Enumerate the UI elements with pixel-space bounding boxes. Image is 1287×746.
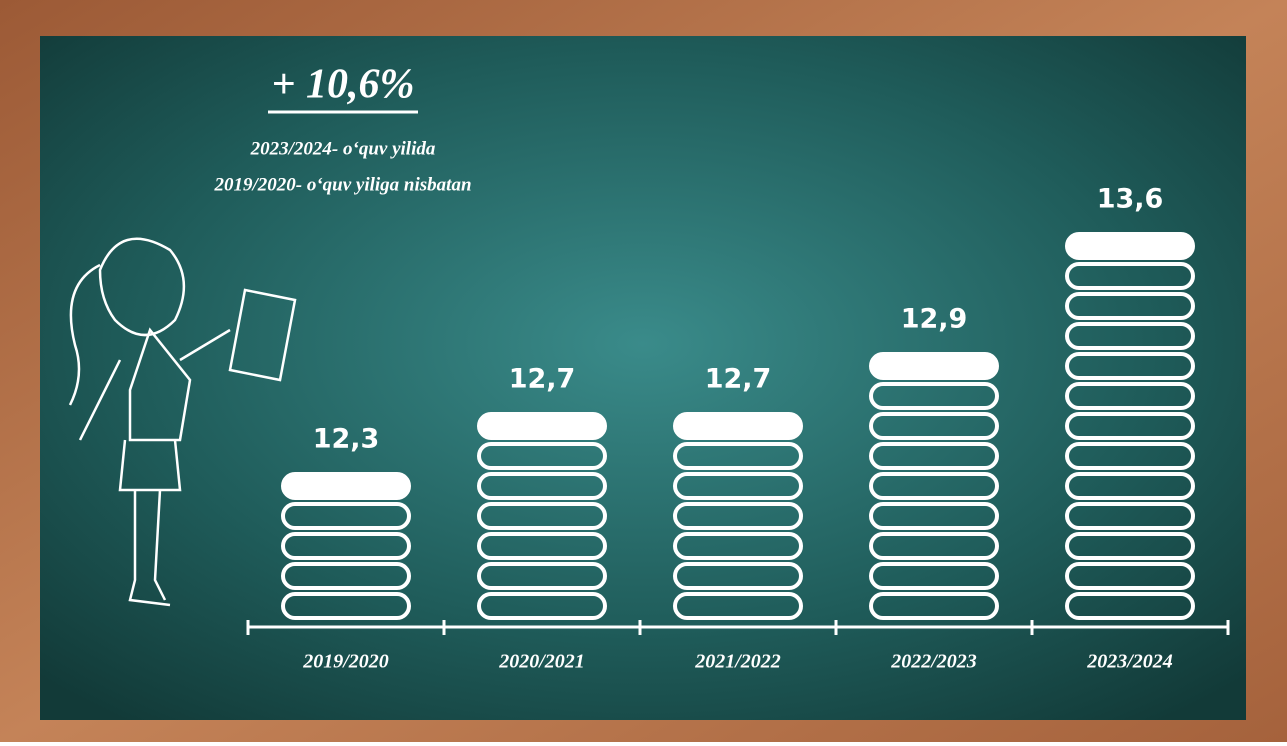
- bar-cap: [477, 412, 607, 440]
- bar-segment: [281, 502, 411, 530]
- bar-segment: [673, 562, 803, 590]
- bar-segment: [477, 532, 607, 560]
- bar-segment: [1065, 472, 1195, 500]
- value-label: 12,9: [901, 304, 968, 335]
- value-label: 12,7: [509, 364, 576, 395]
- bar-segment: [1065, 322, 1195, 350]
- bar-segment: [869, 592, 999, 620]
- bar-segment: [1065, 562, 1195, 590]
- bar-cap: [869, 352, 999, 380]
- bar-segment: [869, 442, 999, 470]
- bar-segment: [869, 382, 999, 410]
- bar-segment: [869, 502, 999, 530]
- bar-segment: [281, 592, 411, 620]
- bar-cap: [281, 472, 411, 500]
- value-label: 12,3: [313, 424, 380, 455]
- value-label: 13,6: [1097, 184, 1164, 215]
- bar: [281, 472, 411, 620]
- subtitle: 2023/2024- o‘quv yilida: [250, 138, 436, 159]
- teacher-illustration: [68, 237, 297, 607]
- bar: [673, 412, 803, 620]
- bar-segment: [1065, 412, 1195, 440]
- bar-segment: [281, 562, 411, 590]
- bar-segment: [477, 562, 607, 590]
- bar-segment: [477, 442, 607, 470]
- bar-segment: [673, 442, 803, 470]
- bar-segment: [1065, 532, 1195, 560]
- bar-segment: [1065, 502, 1195, 530]
- value-label: 12,7: [705, 364, 772, 395]
- bar-segment: [673, 472, 803, 500]
- subtitle: 2019/2020- o‘quv yiliga nisbatan: [213, 174, 471, 195]
- bar-segment: [869, 472, 999, 500]
- bar-cap: [1065, 232, 1195, 260]
- bar-segment: [477, 592, 607, 620]
- x-tick-label: 2023/2024: [1086, 651, 1173, 673]
- bar: [477, 412, 607, 620]
- bar-segment: [1065, 292, 1195, 320]
- x-tick-label: 2019/2020: [302, 651, 389, 673]
- bar-segment: [1065, 352, 1195, 380]
- bar-segment: [673, 532, 803, 560]
- board: [40, 36, 1246, 720]
- x-tick-label: 2022/2023: [890, 651, 977, 673]
- bar-segment: [477, 502, 607, 530]
- bar-segment: [281, 532, 411, 560]
- bar-segment: [869, 562, 999, 590]
- x-tick-label: 2021/2022: [694, 651, 781, 673]
- bar-segment: [673, 592, 803, 620]
- bar-segment: [1065, 382, 1195, 410]
- bar-cap: [673, 412, 803, 440]
- bar-segment: [869, 412, 999, 440]
- bar-segment: [869, 532, 999, 560]
- annotation: + 10,6%: [272, 62, 415, 108]
- bar-segment: [1065, 592, 1195, 620]
- bar-segment: [673, 502, 803, 530]
- bar-segment: [477, 472, 607, 500]
- bar-segment: [1065, 262, 1195, 290]
- x-tick-label: 2020/2021: [498, 651, 585, 673]
- bar: [869, 352, 999, 620]
- bar-segment: [1065, 442, 1195, 470]
- bar: [1065, 232, 1195, 620]
